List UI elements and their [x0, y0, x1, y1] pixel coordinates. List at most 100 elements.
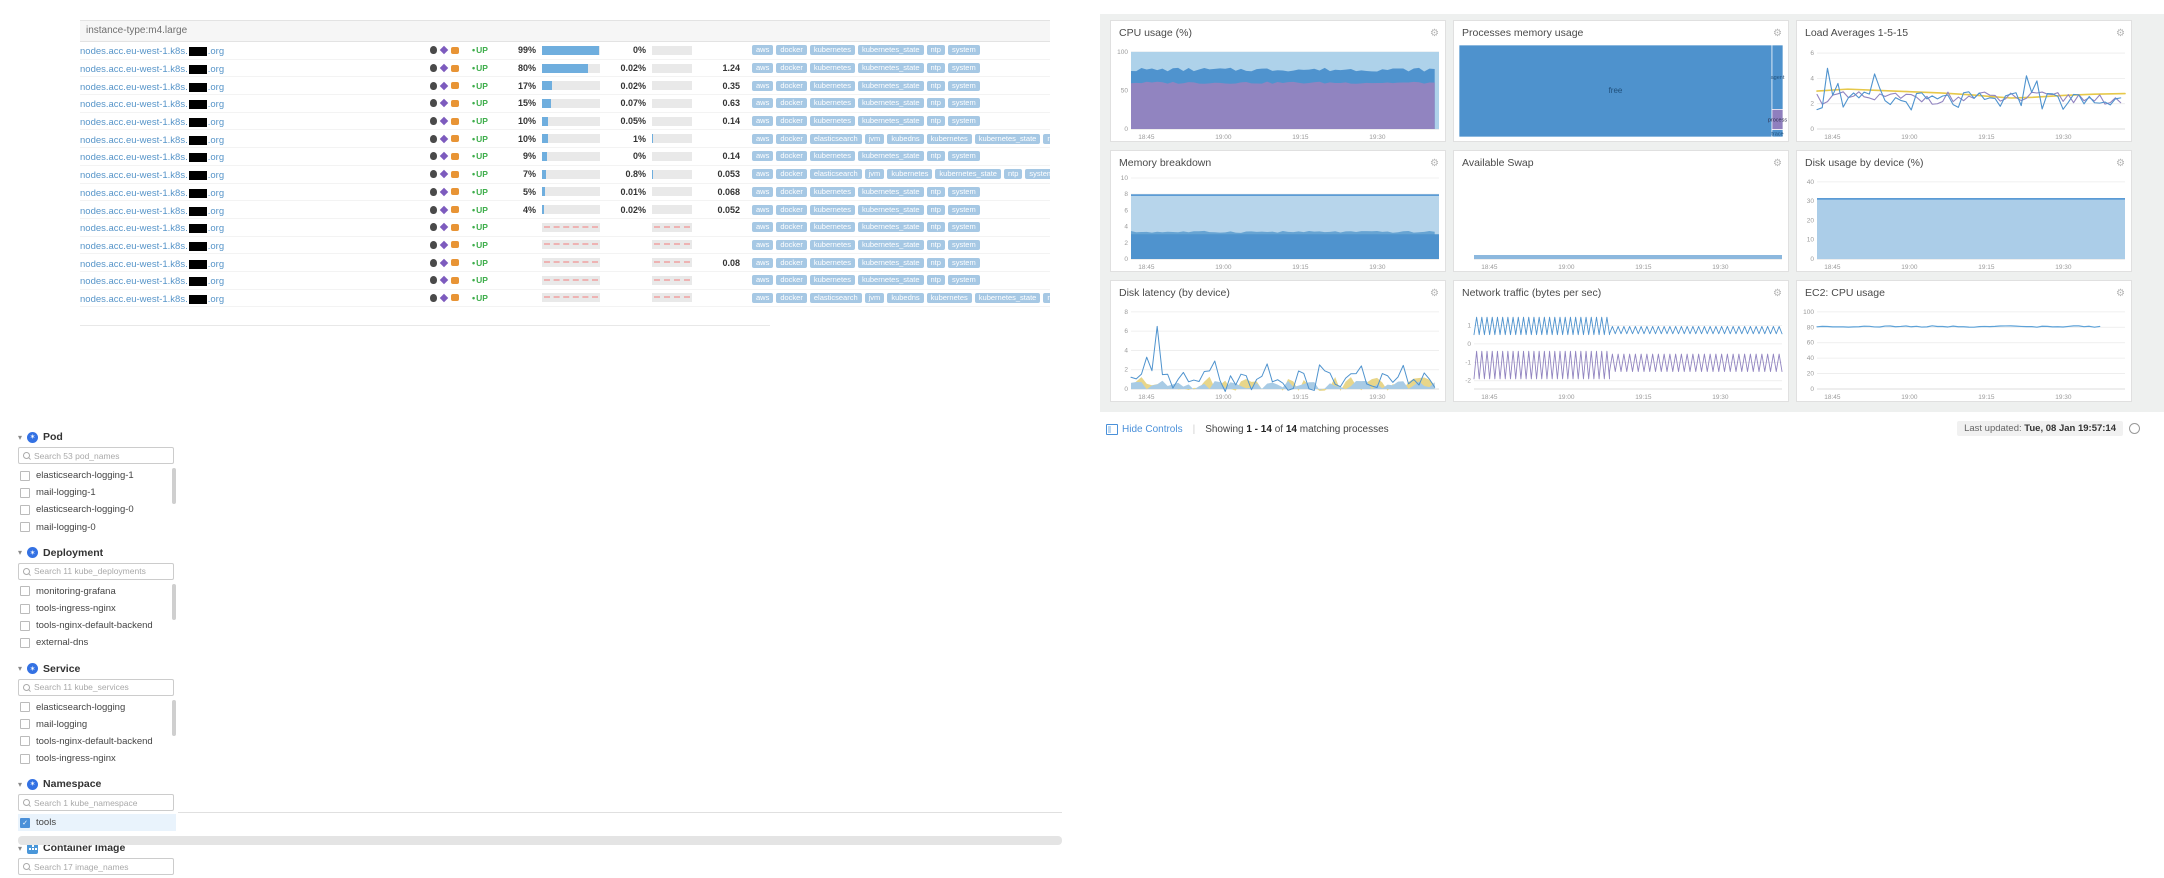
tag-chip[interactable]: kubernetes_state: [857, 239, 924, 250]
hide-controls-button[interactable]: Hide Controls: [1106, 424, 1183, 435]
tag-chip[interactable]: aws: [752, 222, 774, 233]
tag-chip[interactable]: system: [947, 239, 980, 250]
tag-chip[interactable]: kubernetes: [926, 292, 972, 303]
filter-item[interactable]: tools-ingress-nginx: [18, 750, 176, 767]
host-row[interactable]: nodes.acc.eu-west-1.k8s. .org •UP 9% 0% 0.14 a…: [80, 148, 1050, 166]
host-link[interactable]: nodes.acc.eu-west-1.k8s. .org: [80, 276, 224, 287]
filter-item[interactable]: elasticsearch-logging: [18, 699, 176, 716]
host-row[interactable]: nodes.acc.eu-west-1.k8s. .org •UP 4% 0.02% 0.…: [80, 201, 1050, 219]
tag-chip[interactable]: kubernetes_state: [974, 133, 1041, 144]
gear-icon[interactable]: ⚙: [1773, 27, 1782, 39]
tag-chip[interactable]: system: [947, 204, 980, 215]
host-row[interactable]: nodes.acc.eu-west-1.k8s. .org •UP 80% 0.02% 1…: [80, 60, 1050, 78]
filter-item[interactable]: ✓ tools: [18, 814, 176, 832]
host-row[interactable]: nodes.acc.eu-west-1.k8s. .org •UP aws docker…: [80, 219, 1050, 237]
section-header[interactable]: ▾ ✶ Pod: [18, 428, 176, 446]
tag-chip[interactable]: kubernetes_state: [974, 292, 1041, 303]
host-link[interactable]: nodes.acc.eu-west-1.k8s. .org: [80, 99, 224, 110]
tag-chip[interactable]: docker: [776, 257, 807, 268]
tag-chip[interactable]: docker: [776, 63, 807, 74]
tag-chip[interactable]: kubernetes: [809, 275, 855, 286]
host-link[interactable]: nodes.acc.eu-west-1.k8s. .org: [80, 206, 224, 217]
tag-chip[interactable]: kubernetes: [809, 63, 855, 74]
tag-chip[interactable]: kubernetes: [809, 151, 855, 162]
search-input[interactable]: Search 53 pod_names: [18, 447, 174, 464]
host-link[interactable]: nodes.acc.eu-west-1.k8s. .org: [80, 152, 224, 163]
gear-icon[interactable]: ⚙: [1773, 287, 1782, 299]
tag-chip[interactable]: aws: [752, 257, 774, 268]
tag-chip[interactable]: aws: [752, 80, 774, 91]
host-row[interactable]: nodes.acc.eu-west-1.k8s. .org •UP 0.08 aws do…: [80, 254, 1050, 272]
gear-icon[interactable]: ⚙: [1430, 157, 1439, 169]
tag-chip[interactable]: docker: [776, 169, 807, 180]
tag-chip[interactable]: kubernetes_state: [857, 222, 924, 233]
tag-chip[interactable]: elasticsearch: [809, 292, 862, 303]
refresh-icon[interactable]: [2129, 423, 2140, 434]
checkbox[interactable]: [20, 603, 30, 614]
checkbox[interactable]: [20, 719, 30, 730]
search-input[interactable]: Search 11 kube_services: [18, 678, 174, 696]
tag-chip[interactable]: system: [947, 116, 980, 127]
checkbox[interactable]: [20, 702, 30, 713]
gear-icon[interactable]: ⚙: [1430, 287, 1439, 299]
tag-chip[interactable]: docker: [776, 98, 807, 109]
tag-chip[interactable]: docker: [776, 292, 807, 303]
tag-chip[interactable]: docker: [776, 80, 807, 91]
tag-chip[interactable]: kubernetes: [926, 133, 972, 144]
checkbox[interactable]: [20, 470, 30, 481]
tag-chip[interactable]: ntp: [926, 204, 945, 215]
tag-chip[interactable]: system: [947, 80, 980, 91]
section-header[interactable]: ▾ ✶ Service: [18, 660, 176, 678]
tag-chip[interactable]: kubernetes_state: [857, 257, 924, 268]
gear-icon[interactable]: ⚙: [2116, 27, 2125, 39]
tag-chip[interactable]: kubernetes_state: [857, 204, 924, 215]
tag-chip[interactable]: system: [947, 257, 980, 268]
scrollbar-thumb[interactable]: [172, 699, 176, 736]
scrollbar-thumb[interactable]: [172, 583, 176, 620]
tag-chip[interactable]: jvm: [864, 169, 885, 180]
tag-chip[interactable]: system: [947, 151, 980, 162]
filter-item[interactable]: monitoring-grafana: [18, 583, 176, 600]
host-link[interactable]: nodes.acc.eu-west-1.k8s. .org: [80, 241, 224, 252]
tag-chip[interactable]: aws: [752, 98, 774, 109]
host-link[interactable]: nodes.acc.eu-west-1.k8s. .org: [80, 64, 224, 75]
filter-item[interactable]: elasticsearch-logging-1: [18, 467, 176, 484]
tag-chip[interactable]: kubernetes: [809, 257, 855, 268]
tag-chip[interactable]: system: [1025, 169, 1050, 180]
host-row[interactable]: nodes.acc.eu-west-1.k8s. .org •UP 17% 0.02% 0…: [80, 77, 1050, 96]
checkbox[interactable]: [20, 586, 30, 597]
horizontal-scrollbar[interactable]: [18, 836, 1062, 845]
filter-item[interactable]: mail-logging-1: [18, 484, 176, 501]
tag-chip[interactable]: system: [947, 45, 980, 56]
tag-chip[interactable]: docker: [776, 133, 807, 144]
filter-item[interactable]: mail-logging: [18, 716, 176, 733]
tag-chip[interactable]: docker: [776, 239, 807, 250]
tag-chip[interactable]: ntp: [926, 257, 945, 268]
tag-chip[interactable]: ntp: [1043, 133, 1050, 144]
tag-chip[interactable]: docker: [776, 222, 807, 233]
tag-chip[interactable]: jvm: [864, 133, 885, 144]
tag-chip[interactable]: aws: [752, 45, 774, 56]
tag-chip[interactable]: ntp: [926, 186, 945, 197]
tag-chip[interactable]: kubernetes: [809, 239, 855, 250]
tag-chip[interactable]: ntp: [926, 239, 945, 250]
checkbox[interactable]: [20, 487, 30, 498]
tag-chip[interactable]: docker: [776, 204, 807, 215]
host-link[interactable]: nodes.acc.eu-west-1.k8s. .org: [80, 188, 224, 199]
tag-chip[interactable]: kubernetes_state: [857, 45, 924, 56]
search-input[interactable]: Search 1 kube_namespace: [18, 794, 174, 812]
tag-chip[interactable]: kubernetes_state: [857, 63, 924, 74]
tag-chip[interactable]: docker: [776, 151, 807, 162]
checkbox[interactable]: [20, 504, 30, 515]
filter-item[interactable]: elasticsearch-logging-0: [18, 501, 176, 518]
tag-chip[interactable]: kubernetes_state: [857, 98, 924, 109]
tag-chip[interactable]: aws: [752, 275, 774, 286]
tag-chip[interactable]: system: [947, 275, 980, 286]
tag-chip[interactable]: docker: [776, 186, 807, 197]
tag-chip[interactable]: kubernetes: [809, 80, 855, 91]
host-link[interactable]: nodes.acc.eu-west-1.k8s. .org: [80, 170, 224, 181]
host-link[interactable]: nodes.acc.eu-west-1.k8s. .org: [80, 46, 224, 57]
tag-chip[interactable]: ntp: [926, 98, 945, 109]
tag-chip[interactable]: jvm: [864, 292, 885, 303]
filter-item[interactable]: tools-nginx-default-backend: [18, 733, 176, 750]
